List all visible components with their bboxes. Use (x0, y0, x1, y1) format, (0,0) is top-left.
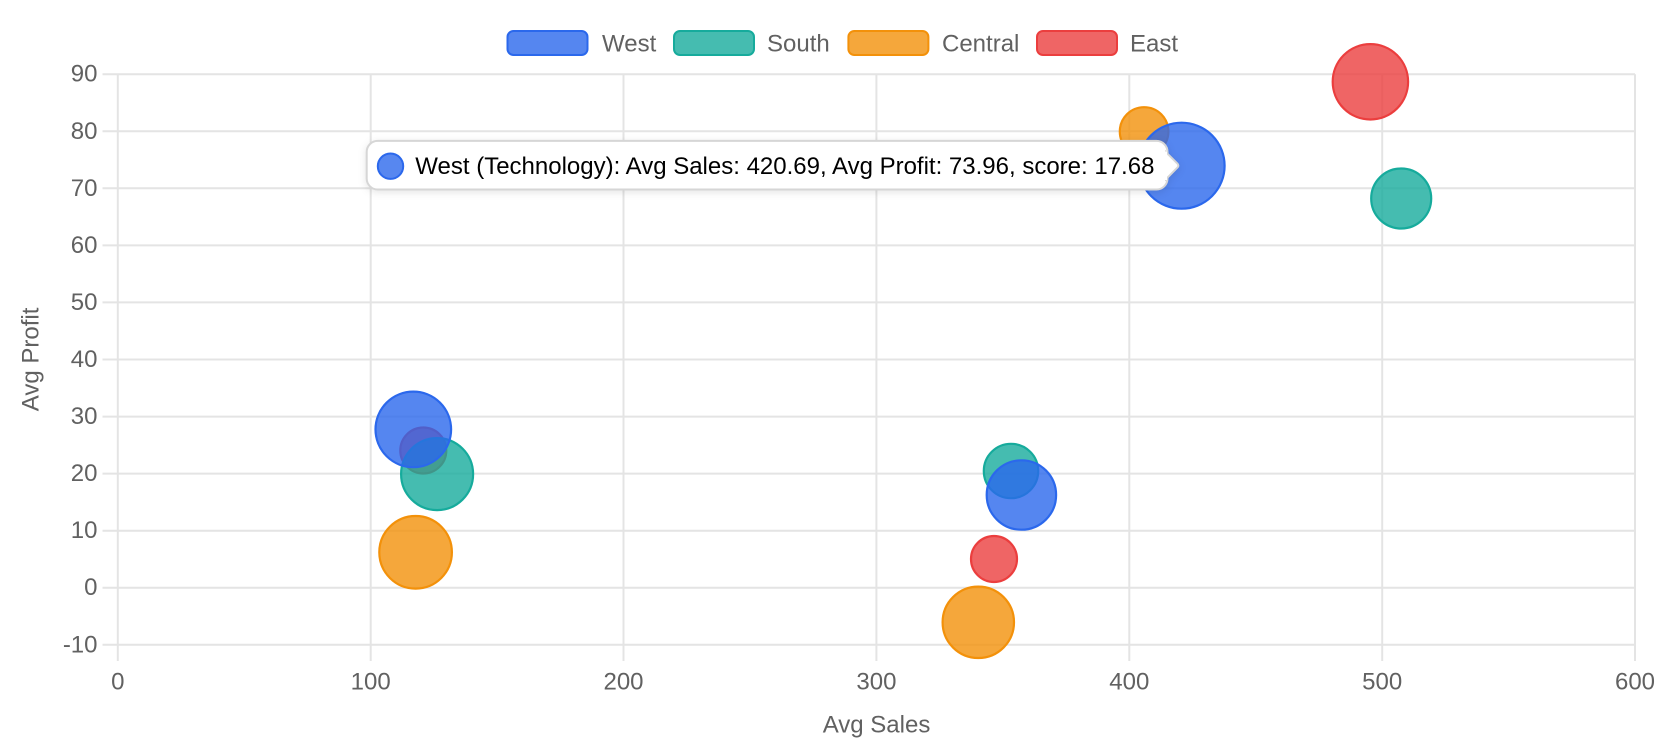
svg-text:10: 10 (71, 517, 98, 544)
svg-text:300: 300 (856, 669, 896, 696)
svg-text:West (Technology): Avg Sales:: West (Technology): Avg Sales: 420.69, Av… (415, 153, 1154, 180)
svg-text:0: 0 (111, 669, 124, 696)
svg-text:70: 70 (71, 175, 98, 202)
svg-text:20: 20 (71, 460, 98, 487)
svg-text:600: 600 (1615, 669, 1655, 696)
svg-text:60: 60 (71, 232, 98, 259)
svg-text:Avg Profit: Avg Profit (18, 307, 45, 411)
svg-text:40: 40 (71, 346, 98, 373)
svg-text:Avg Sales: Avg Sales (823, 711, 931, 738)
svg-text:Central: Central (942, 31, 1019, 58)
svg-text:90: 90 (71, 61, 98, 88)
svg-text:-10: -10 (63, 631, 98, 658)
svg-text:400: 400 (1109, 669, 1149, 696)
svg-text:200: 200 (603, 669, 643, 696)
svg-text:0: 0 (84, 574, 97, 601)
svg-text:80: 80 (71, 118, 98, 145)
svg-text:South: South (767, 31, 830, 58)
svg-text:West: West (602, 31, 657, 58)
svg-text:East: East (1130, 31, 1178, 58)
svg-text:30: 30 (71, 403, 98, 430)
svg-text:100: 100 (351, 669, 391, 696)
svg-text:50: 50 (71, 289, 98, 316)
svg-text:500: 500 (1362, 669, 1402, 696)
